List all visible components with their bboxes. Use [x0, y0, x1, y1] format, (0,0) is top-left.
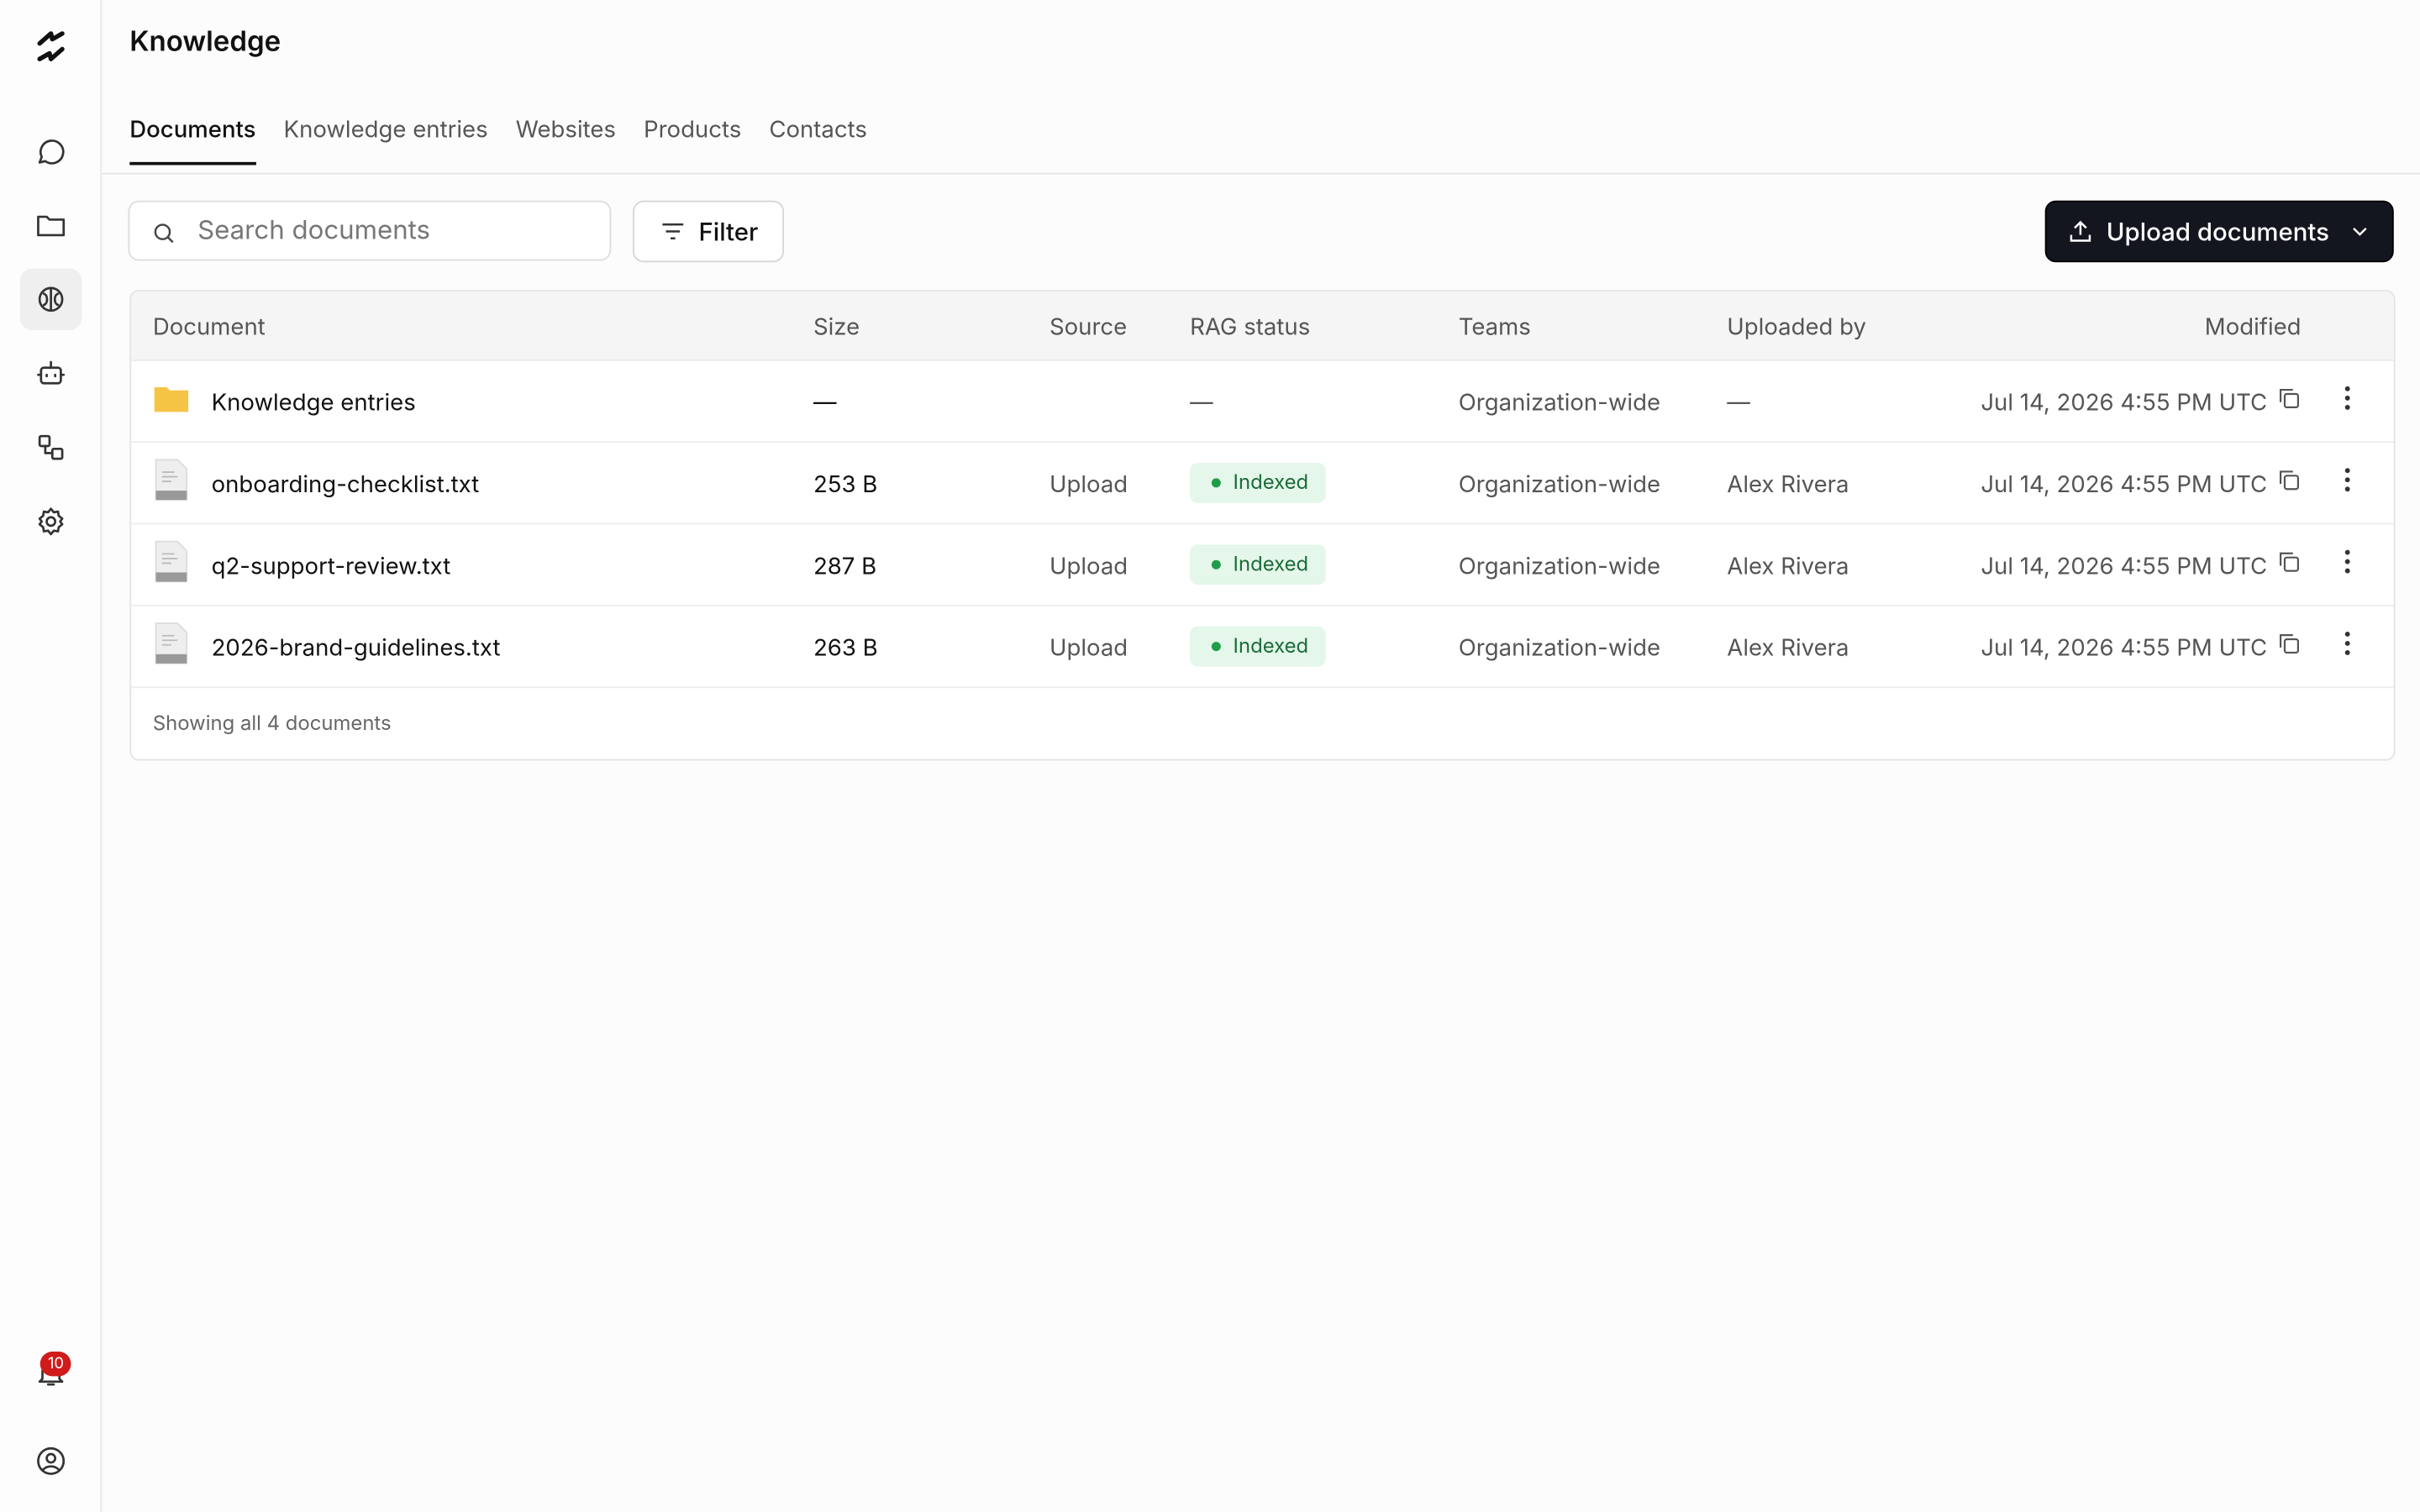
copy-button[interactable]	[2276, 386, 2301, 417]
status-pill: Indexed	[1190, 626, 1326, 667]
tabs: Documents Knowledge entries Websites Produc…	[129, 114, 867, 165]
tab[interactable]: Contacts	[769, 113, 867, 144]
rag-cell: Indexed	[1190, 626, 1459, 667]
status-pill: Indexed	[1190, 463, 1326, 503]
modified: Jul 14, 2026 4:55 PM UTC	[1981, 386, 2268, 417]
folder-icon	[153, 383, 190, 420]
status-dot	[1211, 478, 1221, 488]
size: 287 B	[813, 549, 877, 580]
chat-nav[interactable]	[20, 120, 82, 181]
rag-status: Indexed	[1233, 552, 1309, 577]
status-dot	[1211, 559, 1221, 570]
search-input[interactable]: Search documents	[128, 200, 612, 261]
row-menu[interactable]	[2302, 386, 2394, 417]
table-footer: Showing all 4 documents	[152, 711, 392, 737]
search-placeholder: Search documents	[197, 215, 431, 246]
document-cell: q2-support-review.txt	[153, 540, 813, 590]
filter-label: Filter	[698, 216, 759, 247]
status-pill: Indexed	[1190, 544, 1326, 585]
table-row[interactable]: Knowledge entries — — Organization-wide — Jul…	[131, 361, 2394, 444]
rag-status: —	[1190, 386, 1213, 417]
settings-nav[interactable]	[20, 491, 82, 552]
size: 253 B	[813, 468, 878, 498]
column-header: RAG status	[1190, 311, 1311, 341]
tab[interactable]: Documents	[129, 114, 256, 165]
table-row[interactable]: onboarding-checklist.txt 253 B Upload Index…	[131, 443, 2394, 525]
table-header: Document Size Source RAG status Teams Uploade…	[131, 291, 2394, 361]
document-name[interactable]: q2-support-review.txt	[211, 549, 451, 580]
folder-nav[interactable]	[20, 194, 82, 255]
uploaded-by: Alex Rivera	[1727, 549, 1849, 580]
sidebar: 10	[0, 0, 103, 1512]
row-menu[interactable]	[2302, 631, 2394, 662]
tab[interactable]: Websites	[515, 113, 616, 144]
modified-cell: Jul 14, 2026 4:55 PM UTC	[1943, 386, 2301, 417]
size: 263 B	[813, 632, 878, 662]
modified: Jul 14, 2026 4:55 PM UTC	[1981, 549, 2268, 580]
divider	[102, 172, 2420, 175]
teams: Organization-wide	[1458, 549, 1661, 580]
table-row[interactable]: 2026-brand-guidelines.txt 263 B Upload Inde…	[131, 606, 2394, 689]
column-header: Teams	[1458, 311, 1531, 341]
uploaded-by: Alex Rivera	[1727, 632, 1849, 662]
size: —	[813, 386, 837, 417]
document-cell: onboarding-checklist.txt	[153, 459, 813, 508]
document-name[interactable]: Knowledge entries	[211, 386, 416, 417]
row-menu[interactable]	[2302, 468, 2394, 499]
uploaded-by: Alex Rivera	[1727, 468, 1849, 498]
upload-button[interactable]: Upload documents	[2044, 200, 2394, 263]
tab[interactable]: Knowledge entries	[283, 113, 488, 144]
teams: Organization-wide	[1458, 386, 1661, 417]
column-header: Uploaded by	[1727, 311, 1866, 341]
workflow-nav[interactable]	[20, 417, 82, 478]
notification-badge: 10	[39, 1351, 72, 1377]
copy-button[interactable]	[2276, 549, 2301, 580]
rag-cell: Indexed	[1190, 544, 1459, 585]
status-dot	[1211, 642, 1221, 652]
column-header: Source	[1049, 311, 1128, 341]
modified: Jul 14, 2026 4:55 PM UTC	[1981, 468, 2268, 498]
document-cell: 2026-brand-guidelines.txt	[153, 622, 813, 671]
copy-button[interactable]	[2276, 631, 2301, 662]
rag-cell: Indexed	[1190, 463, 1459, 503]
modified-cell: Jul 14, 2026 4:55 PM UTC	[1943, 549, 2301, 580]
file-icon	[153, 459, 190, 508]
rag-status: Indexed	[1233, 470, 1309, 496]
teams: Organization-wide	[1458, 632, 1661, 662]
document-name[interactable]: 2026-brand-guidelines.txt	[211, 632, 501, 662]
row-menu[interactable]	[2302, 549, 2394, 580]
source: Upload	[1049, 468, 1128, 498]
file-icon	[153, 540, 190, 590]
knowledge-nav[interactable]	[19, 268, 82, 331]
source: Upload	[1049, 632, 1128, 662]
upload-label: Upload documents	[2106, 216, 2330, 247]
profile[interactable]	[20, 1431, 82, 1492]
modified-cell: Jul 14, 2026 4:55 PM UTC	[1943, 631, 2301, 662]
rag-cell: —	[1190, 386, 1459, 416]
column-header: Modified	[2204, 311, 2302, 341]
documents-table: Document Size Source RAG status Teams Uploade…	[129, 290, 2396, 761]
logo[interactable]	[20, 15, 82, 76]
column-header: Document	[152, 311, 266, 341]
page-title: Knowledge	[129, 26, 281, 59]
bot-nav[interactable]	[20, 343, 82, 404]
column-header: Size	[813, 311, 860, 341]
tab[interactable]: Products	[644, 113, 742, 144]
file-icon	[153, 622, 190, 671]
document-name[interactable]: onboarding-checklist.txt	[211, 468, 480, 498]
rag-status: Indexed	[1233, 633, 1309, 659]
modified-cell: Jul 14, 2026 4:55 PM UTC	[1943, 468, 2301, 499]
uploaded-by: —	[1727, 386, 1750, 417]
table-row[interactable]: q2-support-review.txt 287 B Upload Indexed O…	[131, 524, 2394, 606]
copy-button[interactable]	[2276, 468, 2301, 499]
document-cell: Knowledge entries	[153, 383, 813, 420]
filter-button[interactable]: Filter	[633, 200, 785, 263]
modified: Jul 14, 2026 4:55 PM UTC	[1981, 632, 2268, 662]
source: Upload	[1049, 549, 1128, 580]
teams: Organization-wide	[1458, 468, 1661, 498]
